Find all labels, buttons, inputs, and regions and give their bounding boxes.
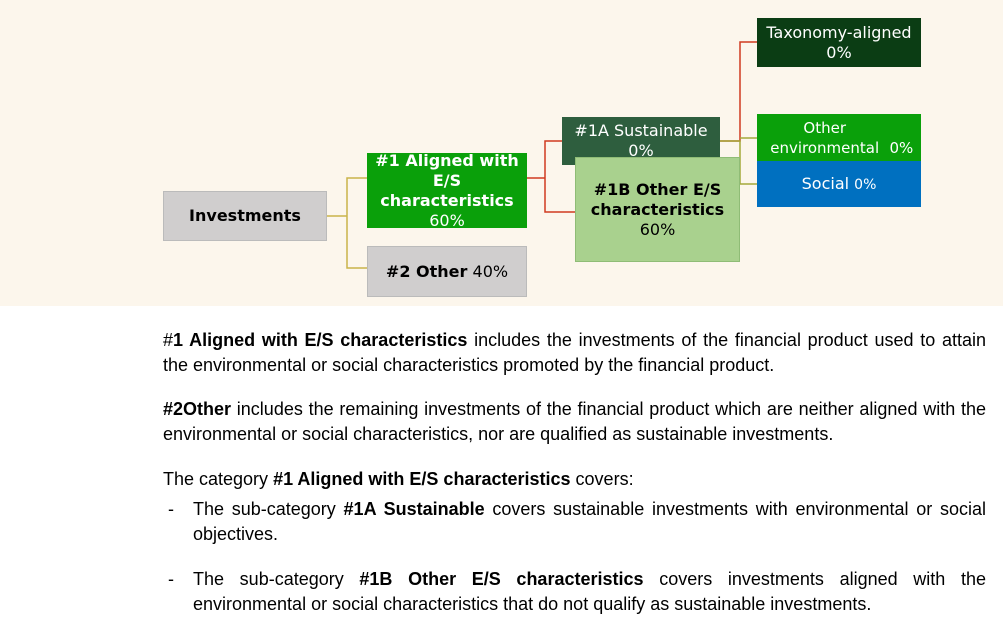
text: # — [163, 330, 174, 350]
node-box: #2 Other 40% — [367, 246, 527, 297]
text: includes the investments of the financia… — [163, 330, 986, 375]
node-box: Taxonomy-aligned 0% — [757, 18, 921, 67]
paragraph: #1 Aligned with E/S characteristics incl… — [163, 328, 986, 378]
text: covers sustainable investments with envi… — [193, 499, 986, 544]
node-box: Investments — [163, 191, 327, 241]
node-label: #1 Aligned with E/S characteristics — [375, 150, 519, 210]
node-label: Social — [801, 174, 850, 193]
connector — [527, 140, 575, 213]
node-value: 0% — [826, 42, 852, 62]
node-label: #1A Sustainable — [574, 121, 708, 140]
list-item: - The sub-category #1A Sustainable covers… — [168, 497, 986, 547]
node-value: 60% — [429, 210, 465, 230]
text: The sub-category — [193, 499, 336, 519]
bold-text: 1 Aligned with E/S characteristics — [173, 330, 468, 350]
bold-text: #2Other — [163, 399, 232, 419]
node-value: 40% — [472, 262, 509, 281]
paragraph: #2Other includes the remaining investmen… — [163, 397, 986, 447]
node-box: #1 Aligned with E/S characteristics 60% — [367, 150, 527, 230]
node-label: Taxonomy-aligned — [766, 22, 912, 42]
node-value: 0% — [889, 139, 914, 157]
paragraph: The category #1 Aligned with E/S charact… — [163, 467, 986, 492]
node-label: Other environmental — [770, 119, 880, 157]
node-label: #2 Other — [385, 262, 468, 281]
text: The category — [163, 469, 269, 489]
connector — [720, 137, 757, 185]
list-item: - The sub-category #1B Other E/S characte… — [168, 567, 986, 617]
text: includes the remaining investments of th… — [163, 399, 986, 444]
node-value: 60% — [639, 219, 676, 239]
text: covers investments aligned with the envi… — [193, 569, 986, 614]
bold-text: #1B Other E/S characteristics — [359, 569, 644, 589]
bullet: - — [168, 569, 174, 589]
node-box: Other environmental 0% — [757, 114, 921, 162]
text: The sub-category — [193, 569, 344, 589]
node-box: #1B Other E/S characteristics 60% — [575, 157, 740, 262]
node-box: Social 0% — [757, 161, 921, 207]
node-label: #1B Other E/S characteristics — [590, 179, 725, 219]
bold-text: #1 Aligned with E/S characteristics — [273, 469, 571, 489]
diagram-area: Investments #1 Aligned with E/S characte… — [0, 0, 1003, 306]
bold-text: #1A Sustainable — [343, 499, 485, 519]
connector — [327, 177, 367, 269]
connectors — [327, 41, 757, 269]
node-value: 0% — [854, 177, 877, 193]
connector — [720, 41, 757, 142]
bullet: - — [168, 499, 174, 519]
text: covers: — [575, 469, 634, 489]
node-value: 0% — [628, 141, 654, 160]
node-label: Investments — [189, 206, 301, 225]
